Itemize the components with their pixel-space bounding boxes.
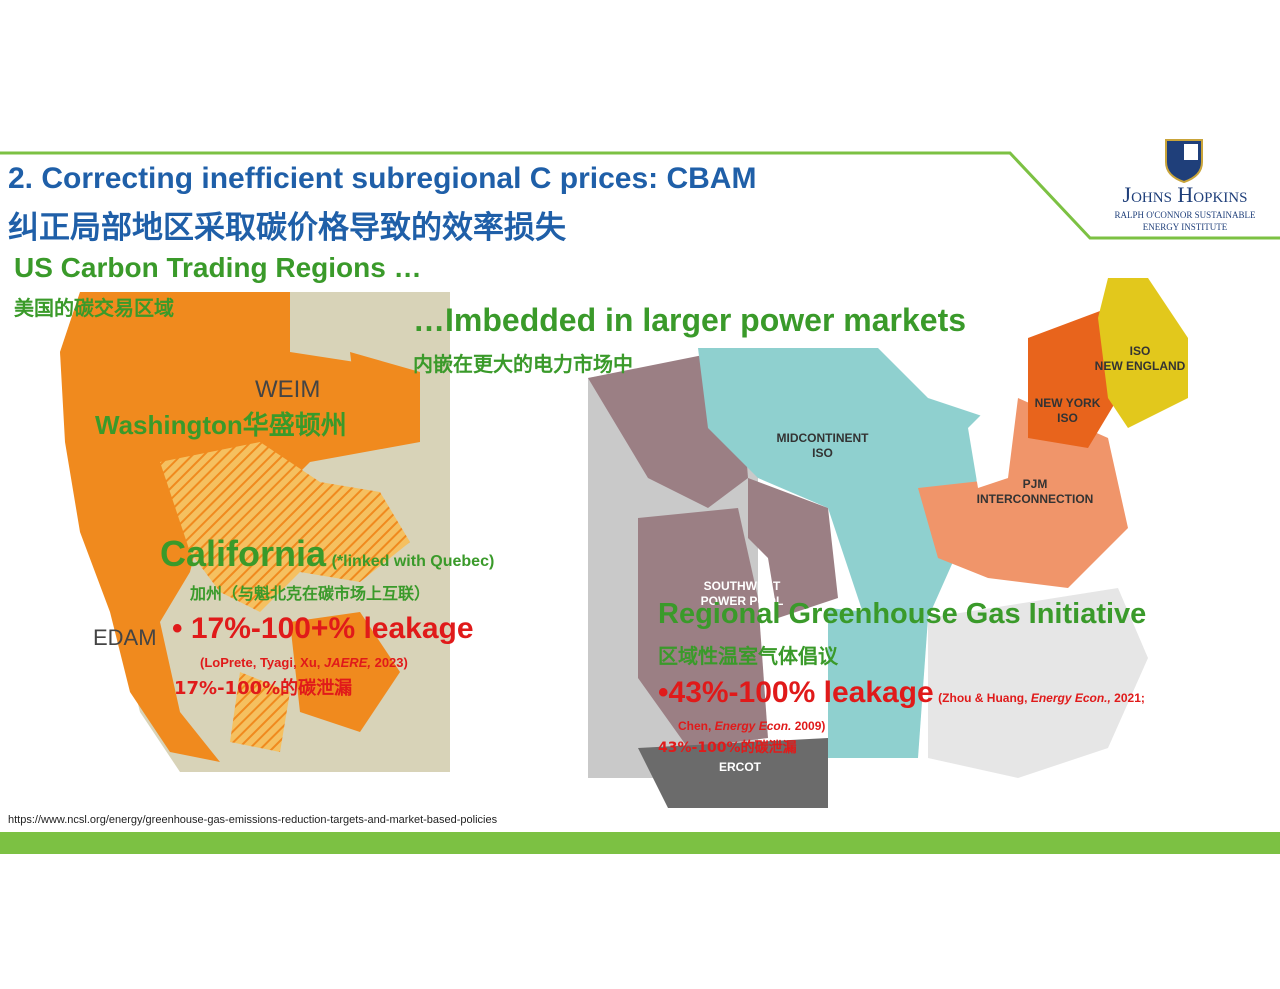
right-heading-chinese: 内嵌在更大的电力市场中 (413, 352, 633, 376)
california-label: California (*linked with Quebec) (160, 533, 494, 575)
right-citation-1: (Zhou & Huang, Energy Econ., 2021; (938, 691, 1145, 705)
iso-ne-line2: NEW ENGLAND (1094, 359, 1186, 373)
bullet: • (172, 612, 191, 645)
left-citation-year: 2023) (370, 655, 408, 670)
right-leakage: •43%-100% leakage (Zhou & Huang, Energy … (658, 676, 1145, 710)
iso-new-england-label: ISO NEW ENGLAND (1085, 344, 1195, 374)
pjm-line2: INTERCONNECTION (976, 492, 1094, 506)
cite1-year: 2021; (1110, 691, 1145, 705)
left-heading-chinese: 美国的碳交易区域 (14, 296, 174, 320)
rggi-label: Regional Greenhouse Gas Initiative (658, 598, 1147, 630)
edam-label: EDAM (93, 625, 157, 650)
ny-iso-label: NEW YORK ISO (1020, 396, 1115, 426)
spp-line1: SOUTHWEST (703, 579, 781, 593)
us-power-markets-map (588, 278, 1220, 810)
western-us-map (60, 292, 450, 772)
cite1-authors: (Zhou & Huang, (938, 691, 1031, 705)
ercot-label: ERCOT (719, 760, 761, 774)
spp-line2: POWER POOL (700, 594, 784, 608)
california-name: California (160, 533, 327, 574)
header-line (0, 151, 1280, 240)
left-citation-journal: JAERE, (324, 655, 371, 670)
logo-subtitle-1: RALPH O'CONNOR SUSTAINABLE (1114, 210, 1256, 220)
pjm-label: PJM INTERCONNECTION (965, 477, 1105, 507)
left-heading: US Carbon Trading Regions … (14, 252, 422, 283)
cite2-journal: Energy Econ. (714, 719, 792, 733)
right-heading: …Imbedded in larger power markets (413, 302, 967, 338)
logo-name: Johns Hopkins (1122, 182, 1248, 207)
ny-line2: ISO (1057, 411, 1078, 425)
spp-label: SOUTHWEST POWER POOL (687, 579, 797, 609)
california-note: (*linked with Quebec) (331, 553, 495, 570)
rggi-label-chinese: 区域性温室气体倡议 (658, 644, 838, 668)
california-label-chinese: 加州（与魁北克在碳市场上互联） (190, 584, 431, 603)
right-leakage-value: 43%-100% leakage (668, 676, 934, 709)
miso-line1: MIDCONTINENT (776, 431, 869, 445)
miso-label: MIDCONTINENT ISO (765, 431, 880, 461)
right-citation-2: Chen, Energy Econ. 2009) (678, 719, 825, 733)
left-citation-authors: (LoPrete, Tyagi, Xu, (200, 655, 325, 670)
weim-label: WEIM (255, 376, 321, 403)
bullet: • (658, 676, 669, 709)
right-leakage-chinese: 43%-100%的碳泄漏 (658, 740, 797, 756)
cite2-authors: Chen, (678, 719, 715, 733)
left-leakage-value: 17%-100+% leakage (190, 612, 474, 645)
left-leakage-chinese: 17%-100%的碳泄漏 (174, 678, 353, 699)
cite1-journal: Energy Econ., (1030, 691, 1111, 705)
pjm-line1: PJM (1022, 477, 1048, 491)
slide-title: 2. Correcting inefficient subregional C … (8, 162, 757, 195)
logo-subtitle-2: ENERGY INSTITUTE (1142, 222, 1228, 232)
ny-line1: NEW YORK (1034, 396, 1101, 410)
iso-ne-line1: ISO (1129, 344, 1151, 358)
source-link[interactable]: https://www.ncsl.org/energy/greenhouse-g… (8, 814, 498, 826)
footer-bar (0, 832, 1280, 854)
shield-icon (1165, 139, 1203, 184)
jhu-logo: Johns Hopkins RALPH O'CONNOR SUSTAINABLE… (1095, 136, 1275, 236)
left-leakage: • 17%-100+% leakage (172, 612, 474, 646)
left-citation: (LoPrete, Tyagi, Xu, JAERE, 2023) (200, 655, 408, 670)
slide-title-chinese: 纠正局部地区采取碳价格导致的效率损失 (8, 210, 566, 246)
cite2-year: 2009) (791, 719, 826, 733)
washington-label: Washington华盛顿州 (95, 410, 347, 440)
miso-line2: ISO (812, 446, 833, 460)
